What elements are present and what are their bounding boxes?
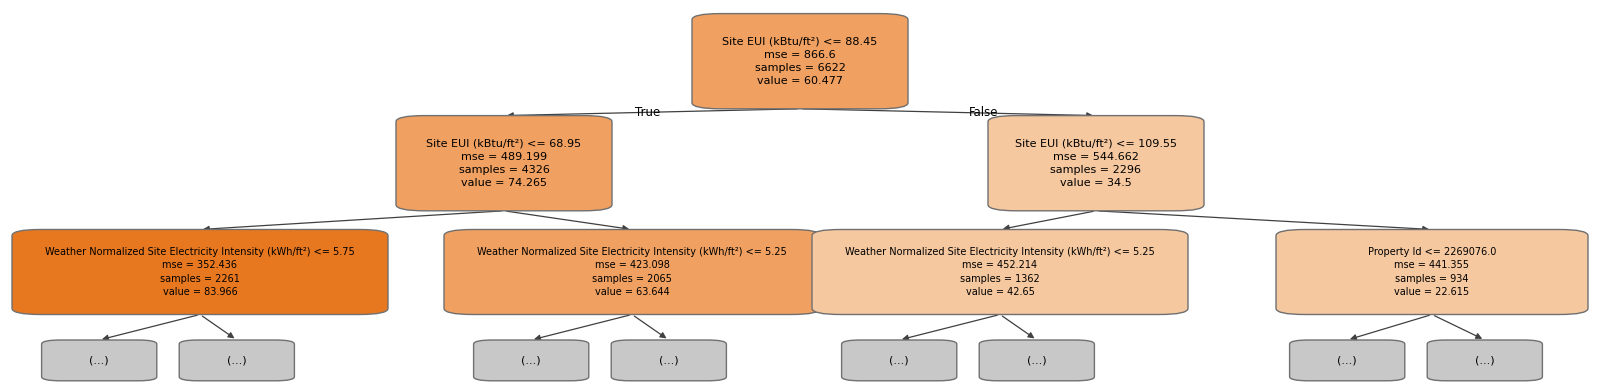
FancyBboxPatch shape	[13, 230, 387, 314]
FancyBboxPatch shape	[611, 340, 726, 381]
FancyBboxPatch shape	[179, 340, 294, 381]
FancyBboxPatch shape	[979, 340, 1094, 381]
FancyBboxPatch shape	[445, 230, 819, 314]
Text: Property Id <= 2269076.0
mse = 441.355
samples = 934
value = 22.615: Property Id <= 2269076.0 mse = 441.355 s…	[1368, 247, 1496, 297]
FancyBboxPatch shape	[989, 116, 1205, 211]
FancyBboxPatch shape	[691, 14, 909, 109]
Text: Site EUI (kBtu/ft²) <= 88.45
mse = 866.6
samples = 6622
value = 60.477: Site EUI (kBtu/ft²) <= 88.45 mse = 866.6…	[722, 36, 878, 86]
Text: Weather Normalized Site Electricity Intensity (kWh/ft²) <= 5.75
mse = 352.436
sa: Weather Normalized Site Electricity Inte…	[45, 247, 355, 297]
Text: Site EUI (kBtu/ft²) <= 68.95
mse = 489.199
samples = 4326
value = 74.265: Site EUI (kBtu/ft²) <= 68.95 mse = 489.1…	[427, 138, 581, 188]
FancyBboxPatch shape	[813, 230, 1187, 314]
Text: (...): (...)	[1475, 355, 1494, 366]
Text: Site EUI (kBtu/ft²) <= 109.55
mse = 544.662
samples = 2296
value = 34.5: Site EUI (kBtu/ft²) <= 109.55 mse = 544.…	[1014, 138, 1178, 188]
Text: (...): (...)	[890, 355, 909, 366]
Text: (...): (...)	[659, 355, 678, 366]
FancyBboxPatch shape	[474, 340, 589, 381]
Text: Weather Normalized Site Electricity Intensity (kWh/ft²) <= 5.25
mse = 423.098
sa: Weather Normalized Site Electricity Inte…	[477, 247, 787, 297]
Text: True: True	[635, 106, 661, 119]
FancyBboxPatch shape	[42, 340, 157, 381]
Text: (...): (...)	[1338, 355, 1357, 366]
Text: (...): (...)	[522, 355, 541, 366]
Text: (...): (...)	[90, 355, 109, 366]
Text: Weather Normalized Site Electricity Intensity (kWh/ft²) <= 5.25
mse = 452.214
sa: Weather Normalized Site Electricity Inte…	[845, 247, 1155, 297]
FancyBboxPatch shape	[1427, 340, 1542, 381]
FancyBboxPatch shape	[1290, 340, 1405, 381]
Text: (...): (...)	[227, 355, 246, 366]
Text: (...): (...)	[1027, 355, 1046, 366]
FancyBboxPatch shape	[842, 340, 957, 381]
FancyBboxPatch shape	[397, 116, 611, 211]
FancyBboxPatch shape	[1277, 230, 1587, 314]
Text: False: False	[970, 106, 998, 119]
